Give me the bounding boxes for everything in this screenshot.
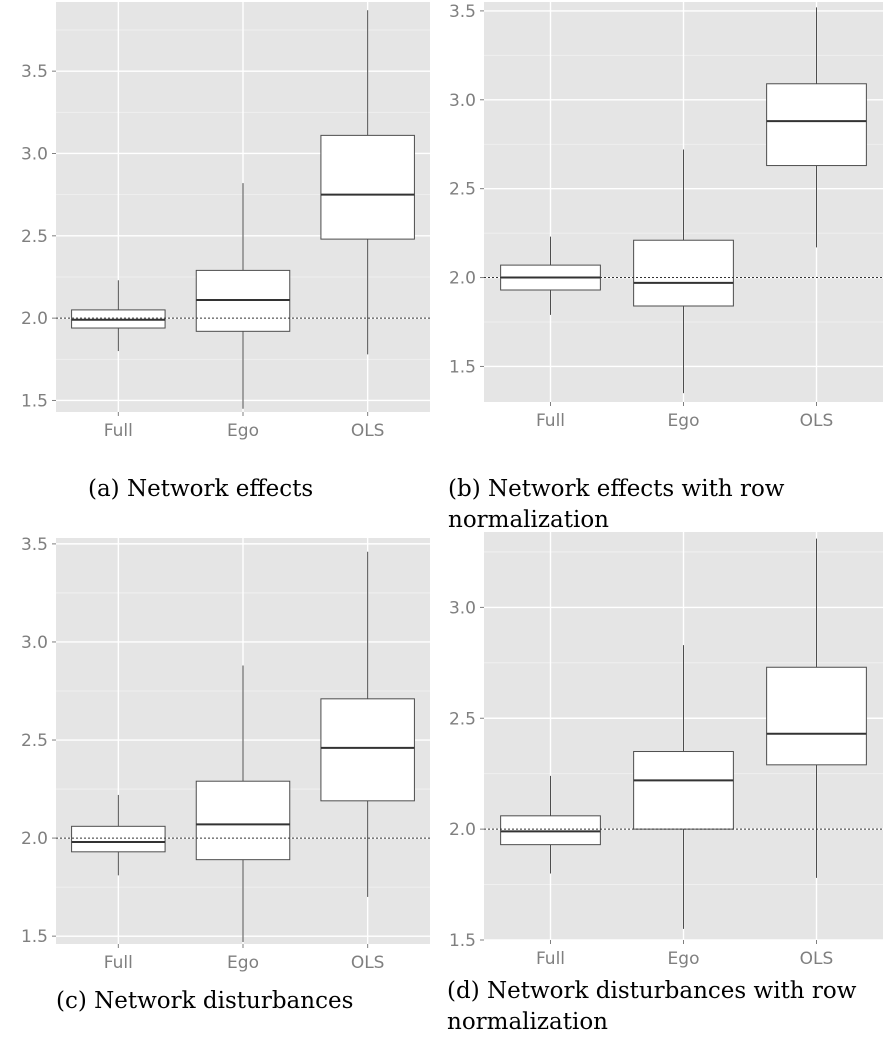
x-tick-label-ego: Ego (668, 949, 700, 969)
caption-network-effects: (a) Network effects (88, 476, 314, 502)
y-tick-label: 1.5 (21, 927, 48, 947)
x-tick-label-ego: Ego (668, 411, 700, 431)
box-full (71, 280, 166, 352)
box-full (500, 775, 601, 874)
x-tick-label-full: Full (104, 421, 133, 441)
interquartile-box (766, 666, 867, 766)
boxplot-network-effects-row-normalization: 1.5 2.0 2.5 3.0 3.5 Full Ego OLS (449, 2, 883, 431)
y-tick-label: 3.5 (21, 535, 48, 555)
chart-panel-network-effects-row-normalization: 1.5 2.0 2.5 3.0 3.5 Full Ego OLS (442, 0, 885, 448)
y-tick-label: 3.0 (449, 598, 476, 618)
y-tick-label: 2.5 (449, 709, 476, 729)
boxplot-network-effects: 1.5 2.0 2.5 3.0 3.5 Full Ego OLS (21, 2, 430, 441)
boxplot-network-disturbances-row-normalization: 1.5 2.0 2.5 3.0 Full Ego OLS (449, 532, 883, 969)
interquartile-box (71, 825, 166, 853)
y-tick-label: 3.5 (449, 2, 476, 22)
caption-network-disturbances-row-normalization: (d) Network disturbances with row normal… (447, 978, 857, 1035)
box-ego (633, 645, 734, 929)
y-tick-label: 2.0 (449, 269, 476, 289)
boxplot-network-disturbances: 1.5 2.0 2.5 3.0 3.5 Full Ego OLS (21, 535, 430, 973)
y-tick-label: 3.0 (21, 144, 48, 164)
interquartile-box (633, 751, 734, 830)
box-ego (195, 183, 291, 409)
interquartile-box (500, 815, 601, 846)
x-tick-label-full: Full (536, 949, 565, 969)
chart-panel-network-effects: 1.5 2.0 2.5 3.0 3.5 Full Ego OLS (0, 0, 434, 448)
x-tick-label-ols: OLS (351, 421, 385, 441)
y-tick-label: 3.0 (449, 91, 476, 111)
x-tick-label-full: Full (536, 411, 565, 431)
interquartile-box (195, 780, 291, 861)
y-tick-label: 1.5 (449, 357, 476, 377)
caption-network-disturbances: (c) Network disturbances (56, 988, 354, 1014)
chart-panel-network-disturbances: 1.5 2.0 2.5 3.0 3.5 Full Ego OLS (0, 530, 434, 973)
box-ols (320, 551, 415, 897)
box-ego (195, 665, 291, 943)
interquartile-box (320, 698, 415, 802)
box-ols (766, 7, 867, 248)
y-tick-label: 1.5 (449, 931, 476, 951)
caption-network-effects-row-normalization: (b) Network effects with row normalizati… (448, 476, 785, 533)
interquartile-box (633, 239, 734, 307)
box-ols (320, 10, 415, 355)
interquartile-box (320, 134, 415, 240)
y-tick-label: 2.5 (21, 731, 48, 751)
y-tick-label: 3.5 (21, 62, 48, 82)
chart-panel-network-disturbances-row-normalization: 1.5 2.0 2.5 3.0 Full Ego OLS (442, 530, 885, 969)
y-tick-label: 2.0 (21, 829, 48, 849)
y-tick-label: 2.5 (21, 227, 48, 247)
y-tick-label: 2.5 (449, 180, 476, 200)
y-tick-label: 3.0 (21, 633, 48, 653)
x-tick-label-full: Full (104, 953, 133, 973)
y-tick-label: 1.5 (21, 391, 48, 411)
x-tick-label-ego: Ego (227, 421, 259, 441)
x-tick-label-ols: OLS (800, 949, 834, 969)
x-tick-label-ego: Ego (227, 953, 259, 973)
box-ols (766, 538, 867, 878)
x-tick-label-ols: OLS (800, 411, 834, 431)
interquartile-box (766, 83, 867, 167)
box-ego (633, 149, 734, 394)
x-tick-label-ols: OLS (351, 953, 385, 973)
y-tick-label: 2.0 (21, 309, 48, 329)
box-full (71, 794, 166, 876)
y-tick-label: 2.0 (449, 820, 476, 840)
